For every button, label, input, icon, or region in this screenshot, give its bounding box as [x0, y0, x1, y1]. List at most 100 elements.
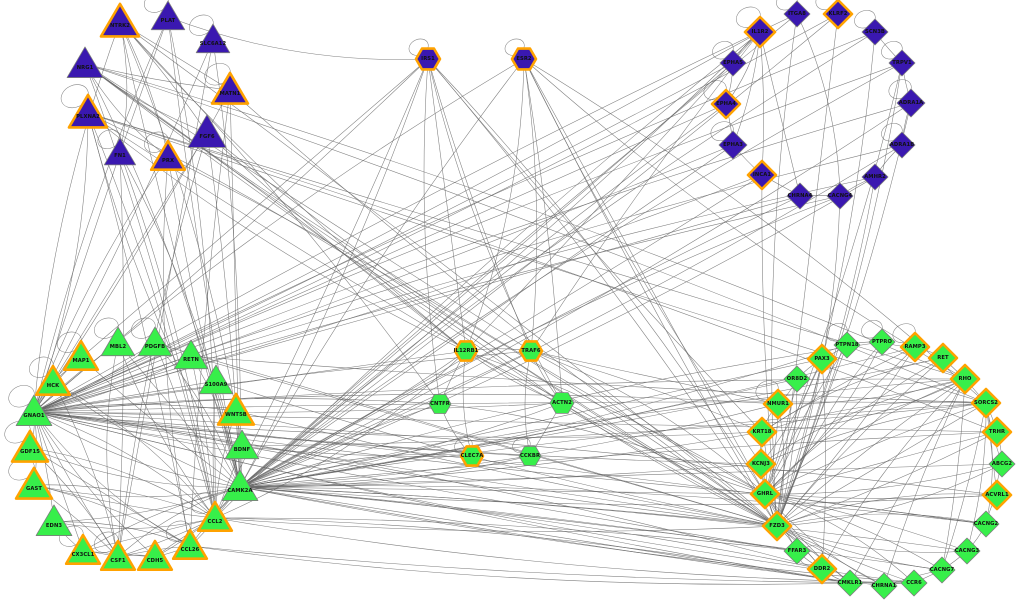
graph-node-inca1[interactable]: [746, 159, 778, 191]
graph-node-ddr2[interactable]: [806, 553, 838, 585]
graph-node-cacng4[interactable]: [826, 182, 854, 210]
edge: [214, 350, 467, 519]
graph-node-chrna1[interactable]: [870, 572, 898, 600]
edge: [776, 62, 903, 527]
graph-node-sorcs2[interactable]: [970, 387, 1002, 419]
edge: [117, 342, 216, 519]
graph-node-nmur1[interactable]: [762, 388, 794, 420]
graph-node-gdf15[interactable]: [10, 429, 50, 463]
graph-node-camk2a[interactable]: [221, 469, 259, 501]
edge: [427, 58, 766, 495]
graph-node-cdh5[interactable]: [136, 539, 174, 571]
self-loop-edge: [93, 317, 119, 339]
graph-node-fn1[interactable]: [103, 137, 137, 166]
graph-node-il12rb1[interactable]: [453, 340, 479, 362]
edge: [239, 176, 876, 488]
graph-node-ffar3[interactable]: [783, 537, 811, 565]
graph-node-ptpn18[interactable]: [833, 331, 861, 359]
edge: [764, 493, 943, 571]
graph-node-plxna2[interactable]: [67, 93, 109, 129]
graph-node-ghrl[interactable]: [749, 478, 781, 510]
graph-node-adra1a[interactable]: [896, 88, 926, 118]
graph-node-trhr[interactable]: [981, 416, 1013, 448]
graph-node-nrg1[interactable]: [66, 46, 104, 78]
graph-node-s100a9[interactable]: [198, 364, 234, 395]
graph-node-traf6[interactable]: [518, 340, 544, 362]
graph-node-bdnf[interactable]: [224, 429, 260, 460]
graph-node-krt18[interactable]: [746, 416, 778, 448]
graph-node-scn3b[interactable]: [861, 18, 889, 46]
edge: [33, 102, 912, 413]
graph-node-ramp3[interactable]: [899, 331, 931, 363]
graph-node-or8d2[interactable]: [783, 365, 811, 393]
graph-node-wnt5b[interactable]: [216, 392, 256, 426]
graph-node-fgf6[interactable]: [187, 114, 227, 148]
graph-node-cacng2[interactable]: [972, 510, 1000, 538]
edge: [33, 144, 734, 413]
graph-node-csf1[interactable]: [99, 539, 137, 571]
graph-node-chrna4[interactable]: [786, 182, 814, 210]
graph-node-hck[interactable]: [34, 364, 72, 396]
graph-node-mbl2[interactable]: [100, 326, 136, 357]
graph-node-acvrl1[interactable]: [981, 479, 1013, 511]
graph-node-ptpro[interactable]: [868, 328, 896, 356]
graph-node-gast[interactable]: [14, 466, 54, 500]
graph-node-epha4[interactable]: [710, 88, 742, 120]
edge: [33, 58, 525, 413]
graph-node-pax3[interactable]: [806, 343, 838, 375]
edge: [33, 378, 966, 413]
edge: [776, 525, 968, 553]
graph-node-prx[interactable]: [149, 139, 187, 171]
graph-node-trpv1[interactable]: [888, 49, 916, 77]
graph-node-plat[interactable]: [150, 0, 186, 31]
graph-node-retn[interactable]: [173, 339, 209, 370]
graph-node-cntfr[interactable]: [428, 394, 452, 414]
graph-node-cx3cl1[interactable]: [64, 533, 102, 565]
edge: [776, 402, 987, 527]
graph-node-itga8[interactable]: [783, 0, 811, 28]
graph-node-ccr6[interactable]: [900, 569, 928, 597]
graph-node-esr2[interactable]: [510, 47, 538, 71]
graph-node-ccl26[interactable]: [171, 528, 209, 560]
graph-node-slc6a12[interactable]: [195, 23, 231, 54]
graph-node-amhr2[interactable]: [861, 163, 889, 191]
graph-node-matn1[interactable]: [210, 71, 250, 105]
graph-node-il1r2[interactable]: [743, 15, 777, 49]
graph-node-epha3[interactable]: [718, 130, 748, 160]
graph-node-cacng3[interactable]: [953, 537, 981, 565]
graph-node-irs1[interactable]: [414, 47, 442, 71]
graph-node-actn2[interactable]: [549, 392, 575, 414]
edge: [239, 62, 903, 488]
edge: [239, 402, 987, 488]
graph-node-klrf2[interactable]: [822, 0, 854, 30]
graph-node-fzd3[interactable]: [761, 510, 793, 542]
edge: [239, 350, 467, 488]
graph-node-kcnj3[interactable]: [745, 448, 777, 480]
graph-node-ret[interactable]: [927, 342, 959, 374]
graph-node-abcg2[interactable]: [988, 450, 1016, 478]
graph-node-map1[interactable]: [62, 339, 100, 371]
graph-node-ccl2[interactable]: [196, 500, 234, 532]
edge: [239, 486, 766, 495]
edge: [465, 350, 563, 404]
graph-node-clec7a[interactable]: [459, 445, 485, 467]
edge: [239, 486, 943, 571]
graph-node-cmklr1[interactable]: [836, 569, 864, 597]
edge: [33, 16, 169, 413]
graph-node-cckbr[interactable]: [518, 446, 542, 466]
graph-node-pdgfb[interactable]: [137, 326, 173, 357]
graph-node-gnao1[interactable]: [15, 394, 53, 426]
graph-node-ntrk2[interactable]: [99, 2, 141, 38]
edge: [427, 58, 778, 527]
node-layer[interactable]: [10, 0, 1016, 600]
graph-node-cacng7[interactable]: [928, 556, 956, 584]
graph-node-edn3[interactable]: [35, 504, 73, 536]
graph-node-rho[interactable]: [949, 363, 981, 395]
edge: [53, 521, 191, 547]
graph-node-epha5[interactable]: [719, 49, 747, 77]
graph-node-adra1b[interactable]: [888, 131, 916, 159]
edge: [33, 380, 217, 413]
edge: [239, 403, 779, 488]
edge: [33, 355, 192, 413]
